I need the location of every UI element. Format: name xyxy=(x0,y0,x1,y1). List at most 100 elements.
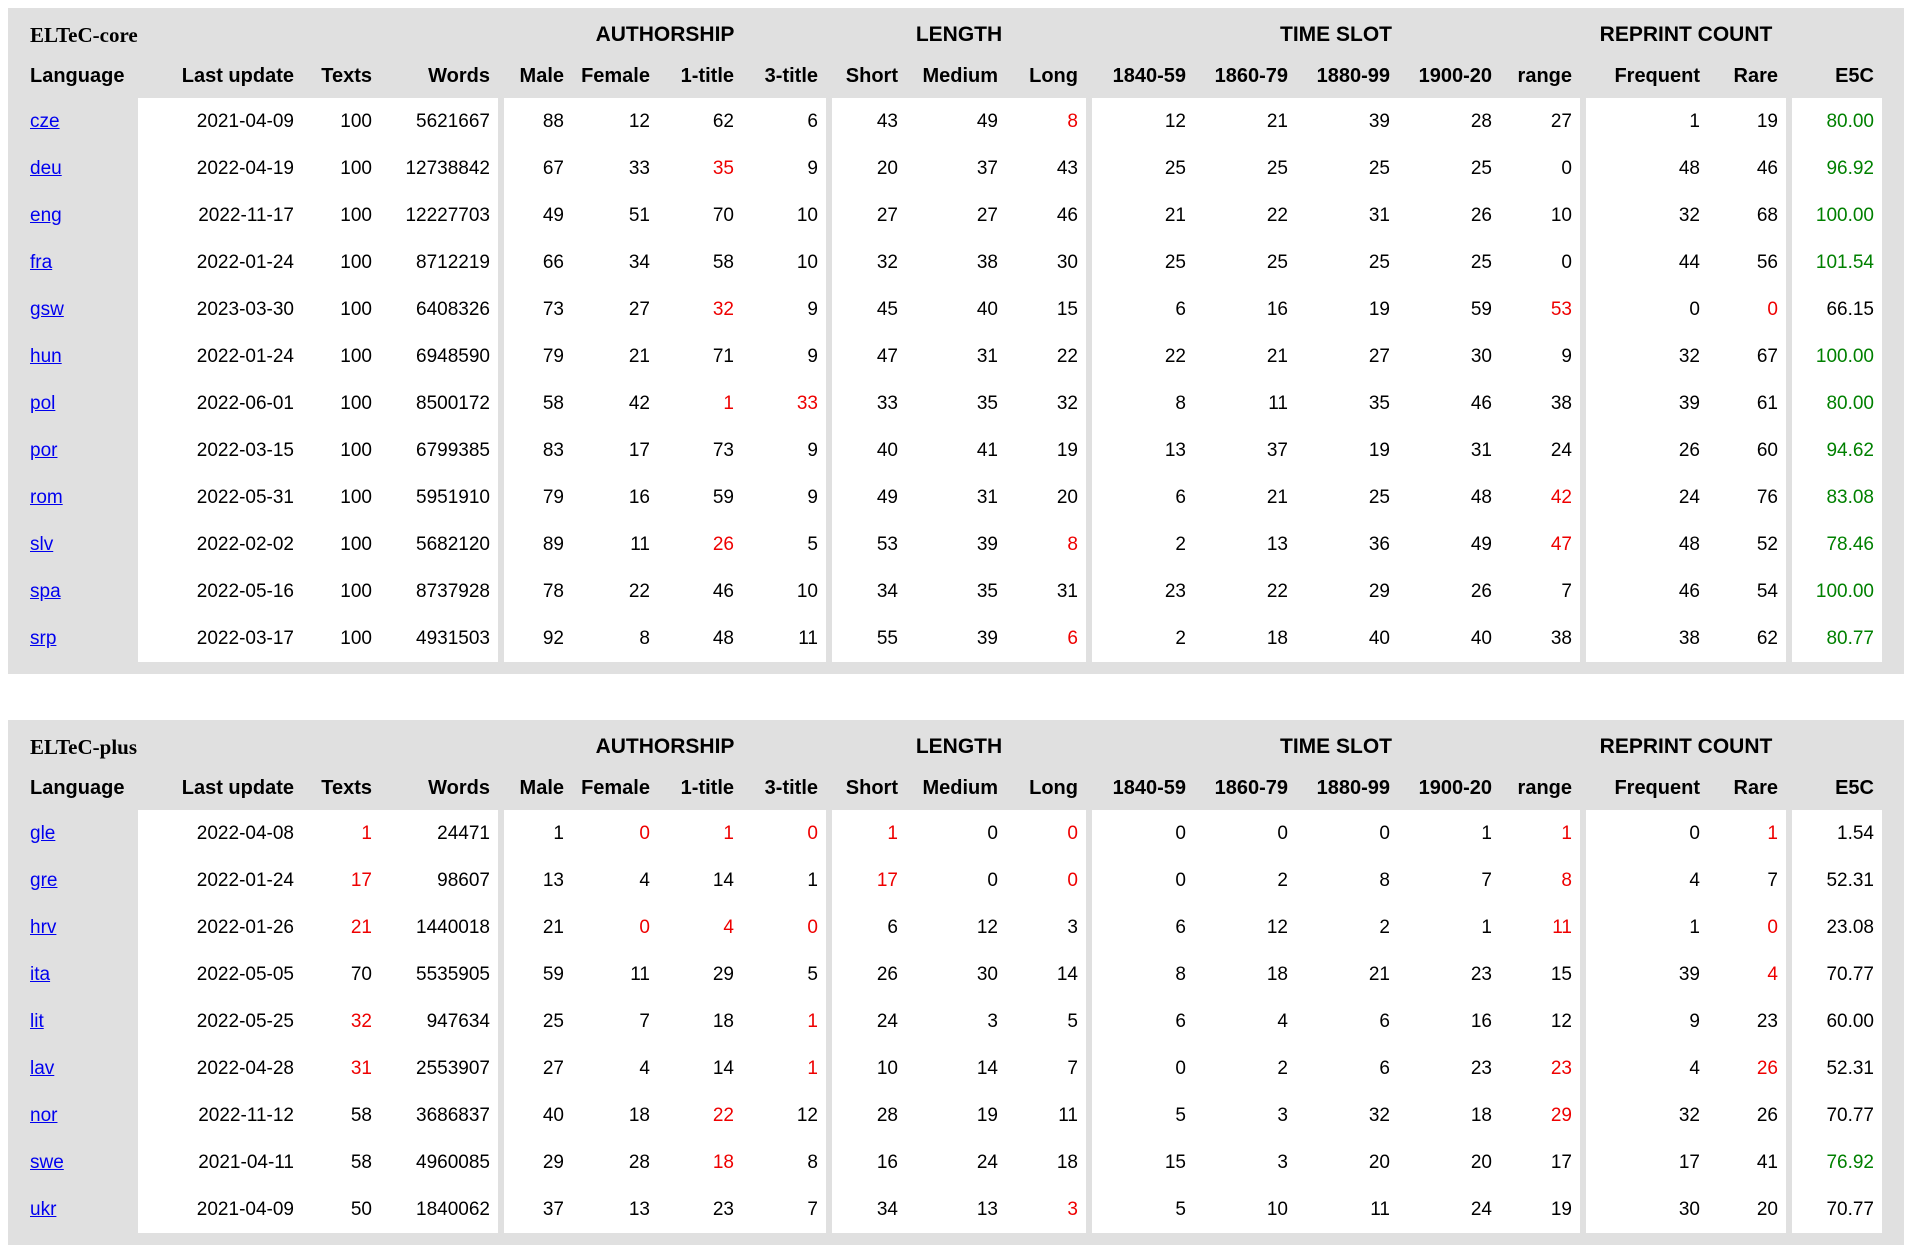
column-header-1860-79: 1860-79 xyxy=(1214,776,1288,799)
cell-words: 98607 xyxy=(380,857,498,904)
table-row: hun 2022-01-24 100 6948590 79 21 71 9 47 31 22 22 21… xyxy=(20,333,1882,380)
cell-words: 8500172 xyxy=(380,380,498,427)
cell-words: 3686837 xyxy=(380,1092,498,1139)
language-link[interactable]: swe xyxy=(30,1151,64,1173)
column-header-long: Long xyxy=(1029,776,1078,799)
cell-1860-79: 0 xyxy=(1194,810,1296,857)
cell-texts: 17 xyxy=(302,857,380,904)
cell-frequent: 39 xyxy=(1586,380,1708,427)
cell-1900-20: 18 xyxy=(1398,1092,1500,1139)
cell-texts: 32 xyxy=(302,998,380,1045)
language-link[interactable]: lit xyxy=(30,1010,44,1032)
cell-1860-79: 25 xyxy=(1194,145,1296,192)
language-cell: spa xyxy=(20,568,138,615)
cell-last-update: 2022-01-24 xyxy=(138,333,302,380)
language-link[interactable]: nor xyxy=(30,1104,58,1126)
cell-texts: 100 xyxy=(302,145,380,192)
cell-short: 43 xyxy=(832,98,906,145)
cell-long: 7 xyxy=(1006,1045,1086,1092)
cell-1860-79: 21 xyxy=(1194,333,1296,380)
cell-rare: 52 xyxy=(1708,521,1786,568)
language-cell: ita xyxy=(20,951,138,998)
column-header-1840-59: 1840-59 xyxy=(1112,776,1186,799)
cell-rare: 26 xyxy=(1708,1045,1786,1092)
cell-1900-20: 30 xyxy=(1398,333,1500,380)
cell-medium: 37 xyxy=(906,145,1006,192)
language-link[interactable]: hrv xyxy=(30,916,57,938)
language-cell: gre xyxy=(20,857,138,904)
cell-female: 13 xyxy=(572,1186,658,1233)
language-cell: swe xyxy=(20,1139,138,1186)
column-header-1-title: 1-title xyxy=(680,64,734,87)
language-link[interactable]: ukr xyxy=(30,1198,57,1220)
cell-long: 8 xyxy=(1006,521,1086,568)
cell-words: 5621667 xyxy=(380,98,498,145)
language-cell: hun xyxy=(20,333,138,380)
cell-1860-79: 16 xyxy=(1194,286,1296,333)
cell-words: 24471 xyxy=(380,810,498,857)
language-link[interactable]: spa xyxy=(30,580,61,602)
language-cell: pol xyxy=(20,380,138,427)
cell-1-title: 18 xyxy=(658,1139,742,1186)
cell-frequent: 32 xyxy=(1586,1092,1708,1139)
cell-last-update: 2022-01-24 xyxy=(138,857,302,904)
language-cell: lav xyxy=(20,1045,138,1092)
cell-range: 19 xyxy=(1500,1186,1580,1233)
cell-last-update: 2022-01-26 xyxy=(138,904,302,951)
table-row: por 2022-03-15 100 6799385 83 17 73 9 40 41 19 13 37… xyxy=(20,427,1882,474)
cell-3-title: 9 xyxy=(742,145,826,192)
cell-short: 49 xyxy=(832,474,906,521)
cell-1880-99: 36 xyxy=(1296,521,1398,568)
language-link[interactable]: pol xyxy=(30,392,56,414)
cell-3-title: 7 xyxy=(742,1186,826,1233)
language-link[interactable]: slv xyxy=(30,533,54,555)
group-header-blank xyxy=(1792,728,1882,766)
cell-last-update: 2021-04-09 xyxy=(138,1186,302,1233)
cell-1840-59: 5 xyxy=(1092,1186,1194,1233)
cell-1900-20: 48 xyxy=(1398,474,1500,521)
cell-rare: 56 xyxy=(1708,239,1786,286)
cell-1900-20: 23 xyxy=(1398,951,1500,998)
cell-rare: 67 xyxy=(1708,333,1786,380)
cell-texts: 100 xyxy=(302,474,380,521)
language-link[interactable]: srp xyxy=(30,627,57,649)
language-cell: hrv xyxy=(20,904,138,951)
table-row: srp 2022-03-17 100 4931503 92 8 48 11 55 39 6 2 18 40… xyxy=(20,615,1882,662)
group-header-authorship: AUTHORSHIP xyxy=(595,735,735,758)
language-link[interactable]: rom xyxy=(30,486,63,508)
cell-male: 78 xyxy=(504,568,572,615)
cell-male: 73 xyxy=(504,286,572,333)
language-link[interactable]: gsw xyxy=(30,298,64,320)
column-header-texts: Texts xyxy=(321,776,372,799)
cell-last-update: 2022-03-15 xyxy=(138,427,302,474)
cell-1860-79: 18 xyxy=(1194,615,1296,662)
table-row: gre 2022-01-24 17 98607 13 4 14 1 17 0 0 0 2 8 7 8 4 7 52.… xyxy=(20,857,1882,904)
language-link[interactable]: hun xyxy=(30,345,62,367)
language-link[interactable]: fra xyxy=(30,251,53,273)
cell-e5c: 66.15 xyxy=(1792,286,1882,333)
cell-1880-99: 25 xyxy=(1296,239,1398,286)
cell-3-title: 11 xyxy=(742,615,826,662)
cell-1880-99: 8 xyxy=(1296,857,1398,904)
language-link[interactable]: gre xyxy=(30,869,58,891)
cell-frequent: 44 xyxy=(1586,239,1708,286)
cell-last-update: 2022-05-16 xyxy=(138,568,302,615)
language-link[interactable]: deu xyxy=(30,157,62,179)
language-link[interactable]: gle xyxy=(30,822,56,844)
cell-e5c: 70.77 xyxy=(1792,951,1882,998)
cell-1900-20: 31 xyxy=(1398,427,1500,474)
language-link[interactable]: lav xyxy=(30,1057,55,1079)
language-link[interactable]: cze xyxy=(30,110,60,132)
language-cell: srp xyxy=(20,615,138,662)
cell-e5c: 78.46 xyxy=(1792,521,1882,568)
cell-short: 6 xyxy=(832,904,906,951)
cell-medium: 13 xyxy=(906,1186,1006,1233)
cell-short: 26 xyxy=(832,951,906,998)
cell-1860-79: 22 xyxy=(1194,568,1296,615)
language-link[interactable]: por xyxy=(30,439,58,461)
group-header-row: ELTeC-plus AUTHORSHIP LENGTH TIME SLOT REPRI… xyxy=(20,728,1882,766)
language-link[interactable]: eng xyxy=(30,204,62,226)
language-link[interactable]: ita xyxy=(30,963,51,985)
cell-1880-99: 21 xyxy=(1296,951,1398,998)
table-row: slv 2022-02-02 100 5682120 89 11 26 5 53 39 8 2 13 36… xyxy=(20,521,1882,568)
